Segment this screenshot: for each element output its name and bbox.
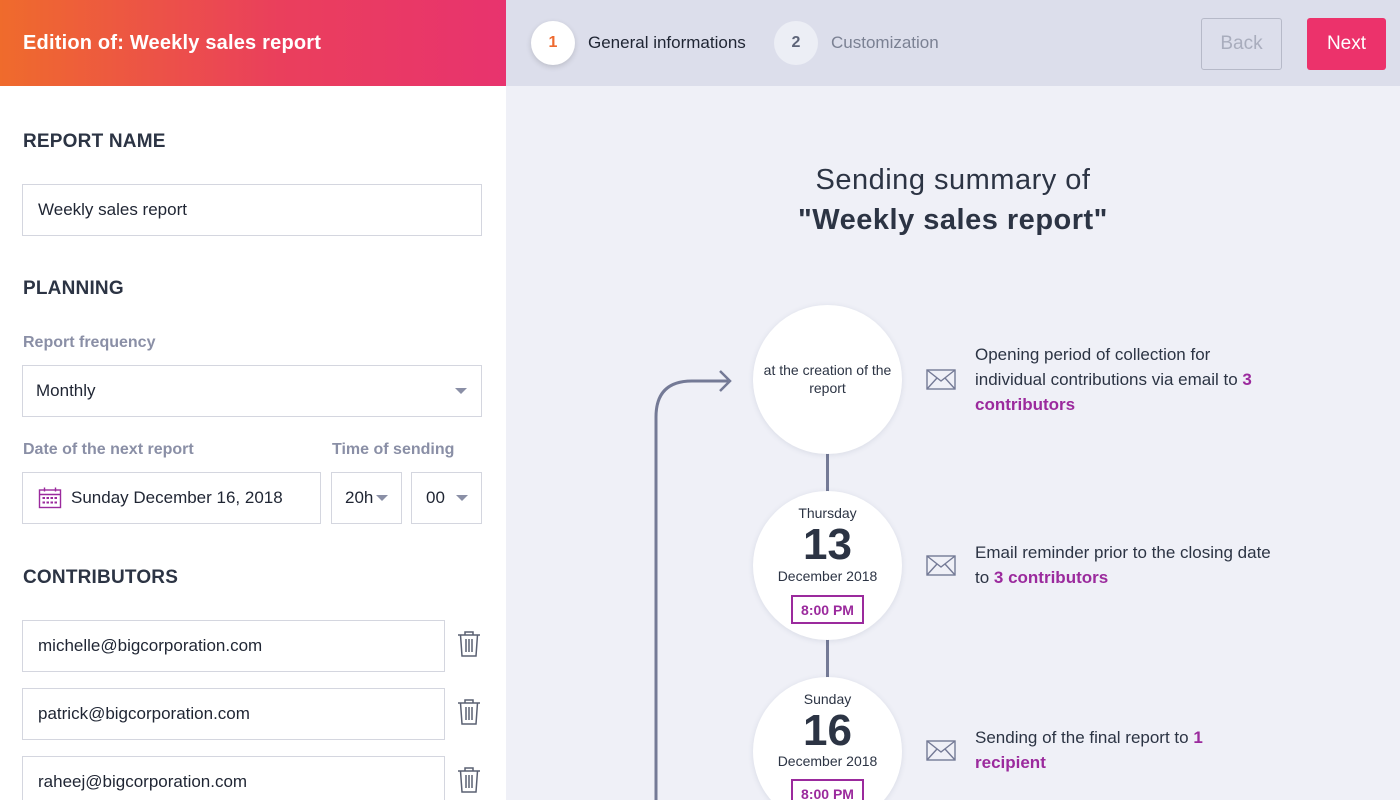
envelope-icon [926, 740, 956, 761]
timeline-event-final-report: Sunday 16 December 2018 8:00 PM [753, 677, 902, 800]
trash-icon[interactable] [456, 698, 482, 726]
event-trigger-text: at the creation of the report [763, 362, 892, 396]
event-month: December 2018 [777, 753, 878, 769]
event-recipients: 3 contributors [975, 370, 1252, 414]
planning-heading: PLANNING [23, 278, 124, 299]
contributor-email-value: patrick@bigcorporation.com [38, 704, 250, 723]
chevron-down-icon [376, 495, 388, 501]
step-customization[interactable]: 2 Customization [774, 21, 939, 65]
summary-title-line: Sending summary of [815, 164, 1091, 196]
timeline-connector [826, 450, 829, 498]
report-frequency-select[interactable]: Monthly [22, 365, 482, 417]
report-name-value: Weekly sales report [38, 200, 187, 219]
report-name-input[interactable]: Weekly sales report [22, 184, 482, 236]
trash-icon[interactable] [456, 630, 482, 658]
timeline-connector [826, 636, 829, 684]
contributor-email-input[interactable]: michelle@bigcorporation.com [22, 620, 445, 672]
back-button[interactable]: Back [1201, 18, 1282, 70]
timeline-event-creation: at the creation of the report [753, 305, 902, 454]
report-frequency-value: Monthly [36, 381, 96, 400]
event-description-text: Opening period of collection for individ… [975, 345, 1243, 389]
event-description: Email reminder prior to the closing date… [975, 540, 1275, 590]
chevron-down-icon [456, 495, 468, 501]
event-month: December 2018 [777, 568, 878, 584]
contributors-heading: CONTRIBUTORS [23, 567, 179, 588]
hour-value: 20h [345, 488, 374, 507]
calendar-icon [38, 487, 62, 509]
step-general-informations[interactable]: 1 General informations [531, 21, 746, 65]
chevron-down-icon [455, 388, 467, 394]
event-weekday: Thursday [798, 505, 857, 521]
loop-arrow-icon [654, 370, 732, 800]
event-description: Opening period of collection for individ… [975, 342, 1275, 417]
settings-form: REPORT NAME Weekly sales report PLANNING… [0, 86, 506, 800]
event-day: 13 [803, 520, 852, 569]
step-number: 2 [774, 21, 818, 65]
next-report-date-picker[interactable]: Sunday December 16, 2018 [22, 472, 321, 524]
envelope-icon [926, 555, 956, 576]
next-button[interactable]: Next [1307, 18, 1386, 70]
step-label: General informations [588, 33, 746, 52]
envelope-icon [926, 369, 956, 390]
minute-select[interactable]: 00 [411, 472, 482, 524]
contributor-email-value: michelle@bigcorporation.com [38, 636, 263, 655]
event-time-badge: 8:00 PM [791, 779, 864, 800]
summary-report-name: "Weekly sales report" [798, 204, 1108, 236]
step-number: 1 [531, 21, 575, 65]
minute-value: 00 [426, 488, 445, 507]
hour-select[interactable]: 20h [331, 472, 402, 524]
trash-icon[interactable] [456, 766, 482, 794]
report-name-heading: REPORT NAME [23, 131, 166, 152]
stepper-bar: 1 General informations 2 Customization B… [506, 0, 1400, 86]
event-day: 16 [803, 706, 852, 755]
contributor-email-input[interactable]: raheej@bigcorporation.com [22, 756, 445, 800]
event-recipients: 3 contributors [993, 568, 1109, 587]
report-frequency-label: Report frequency [23, 334, 156, 351]
header-title-bar: Edition of: Weekly sales report [0, 0, 506, 86]
event-description-text: Email reminder prior to the closing date… [975, 543, 1271, 587]
event-description: Sending of the final report to 1 recipie… [975, 725, 1235, 775]
contributor-email-input[interactable]: patrick@bigcorporation.com [22, 688, 445, 740]
time-of-sending-label: Time of sending [332, 441, 455, 458]
sending-summary-title: Sending summary of "Weekly sales report" [506, 160, 1400, 240]
step-label: Customization [831, 33, 939, 52]
event-time-badge: 8:00 PM [791, 595, 864, 624]
next-report-date-value: Sunday December 16, 2018 [71, 488, 283, 507]
page-title: Edition of: Weekly sales report [23, 31, 322, 54]
next-report-date-label: Date of the next report [23, 441, 194, 458]
event-weekday: Sunday [803, 691, 852, 707]
event-description-text: Sending of the final report to [975, 728, 1194, 747]
contributor-email-value: raheej@bigcorporation.com [38, 772, 248, 791]
timeline-event-reminder: Thursday 13 December 2018 8:00 PM [753, 491, 902, 640]
event-recipients: 1 recipient [975, 728, 1203, 772]
